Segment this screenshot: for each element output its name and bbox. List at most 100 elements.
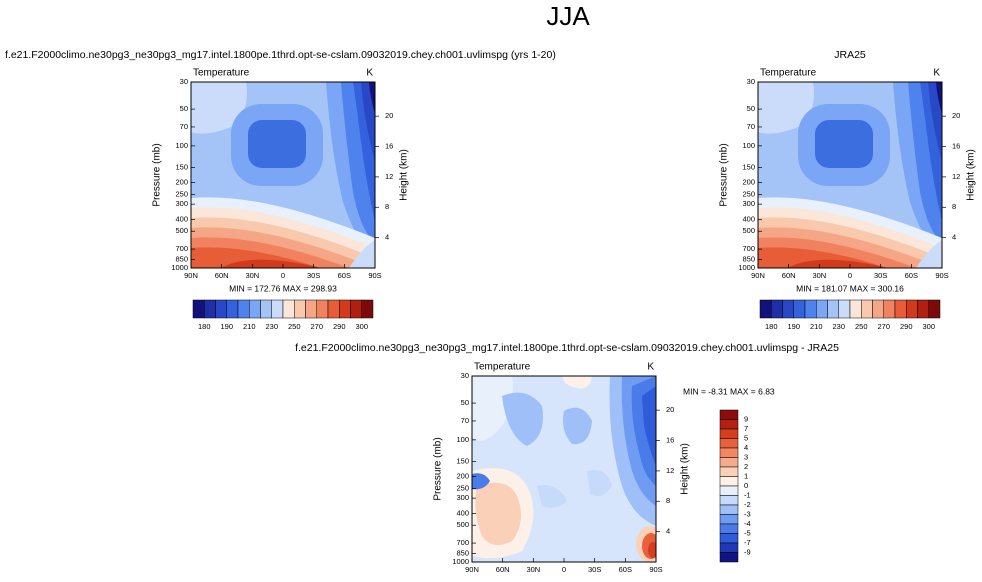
colorbar-label: 250	[288, 322, 301, 331]
y-tick-label: 300	[742, 199, 755, 208]
y-tick-label: 50	[747, 104, 755, 113]
x-tick-label: 0	[848, 271, 852, 280]
y-tick-label: 400	[456, 508, 469, 517]
colorbar-box	[204, 299, 216, 319]
y-tick-label: 100	[742, 141, 755, 150]
y2-tick-label: 4	[385, 233, 389, 242]
y-tick-label: 30	[180, 77, 188, 86]
x-tick-label: 90S	[368, 271, 381, 280]
colorbar-label: 250	[855, 322, 868, 331]
colorbar-label: -4	[744, 519, 751, 528]
colorbar-box	[827, 299, 839, 319]
colorbar-box	[237, 299, 250, 319]
y-axis-label: Pressure (mb)	[152, 143, 163, 206]
x-tick-label: 60N	[496, 565, 510, 574]
field-label: Temperature	[474, 362, 531, 373]
colorbar-box	[192, 299, 205, 319]
x-tick-label: 90S	[935, 271, 948, 280]
y2-tick-label: 12	[952, 172, 960, 181]
x-tick-label: 90N	[751, 271, 765, 280]
colorbar-box	[719, 495, 739, 506]
colorbar-box	[260, 299, 272, 319]
colorbar-label: 2	[744, 462, 748, 471]
colorbar-box	[816, 299, 828, 319]
colorbar-label: 3	[744, 452, 748, 461]
x-tick-label: 0	[281, 271, 285, 280]
colorbar-label: 210	[810, 322, 823, 331]
y-tick-label: 500	[456, 520, 469, 529]
colorbar-label: -1	[744, 490, 751, 499]
colorbar-label: -9	[744, 547, 751, 556]
y-tick-label: 30	[461, 371, 469, 380]
y-tick-label: 700	[175, 244, 188, 253]
y-tick-label: 200	[742, 178, 755, 187]
y-tick-label: 150	[456, 456, 469, 465]
colorbar-box	[804, 299, 817, 319]
contour-field	[191, 82, 375, 268]
colorbar-box	[759, 299, 772, 319]
y-tick-label: 150	[742, 162, 755, 171]
y-tick-label: 50	[180, 104, 188, 113]
colorbar-box	[719, 466, 739, 477]
y2-axis-label: Height (km)	[680, 443, 691, 495]
y-tick-label: 1000	[171, 263, 188, 272]
panel-title: f.e21.F2000climo.ne30pg3_ne30pg3_mg17.in…	[5, 49, 556, 61]
y-tick-label: 700	[456, 538, 469, 547]
x-tick-label: 30N	[812, 271, 826, 280]
x-tick-label: 90N	[184, 271, 198, 280]
colorbar-box	[793, 299, 806, 319]
y2-tick-label: 8	[952, 202, 956, 211]
y-tick-label: 300	[456, 493, 469, 502]
y-tick-label: 300	[175, 199, 188, 208]
y-tick-label: 200	[175, 178, 188, 187]
y2-tick-label: 16	[385, 142, 393, 151]
y-tick-label: 150	[175, 162, 188, 171]
y-tick-label: 500	[742, 226, 755, 235]
colorbar-label: 0	[744, 481, 748, 490]
x-tick-label: 30S	[307, 271, 320, 280]
x-tick-label: 30N	[245, 271, 259, 280]
colorbar-box	[771, 299, 783, 319]
colorbar-label: 300	[922, 322, 935, 331]
y2-axis-label: Height (km)	[399, 149, 410, 201]
colorbar-box	[294, 299, 306, 319]
page-title: JJA	[546, 1, 590, 31]
colorbar-box	[719, 552, 739, 563]
y2-tick-label: 16	[952, 142, 960, 151]
y-tick-label: 70	[747, 122, 755, 131]
colorbar-label: 290	[900, 322, 913, 331]
y-tick-label: 1000	[452, 557, 469, 566]
y-tick-label: 1000	[738, 263, 755, 272]
colorbar-label: -5	[744, 528, 751, 537]
colorbar-label: 7	[744, 424, 748, 433]
colorbar-box	[917, 299, 929, 319]
colorbar-box	[719, 447, 739, 458]
colorbar-box	[719, 476, 739, 487]
colorbar-box	[719, 523, 739, 534]
colorbar-box	[782, 299, 794, 319]
colorbar-box	[719, 409, 739, 420]
y-tick-label: 500	[175, 226, 188, 235]
units-label: K	[647, 362, 654, 373]
colorbar-label: 9	[744, 414, 748, 423]
colorbar-label: 270	[877, 322, 890, 331]
y-tick-label: 70	[180, 122, 188, 131]
colorbar-box	[719, 419, 739, 430]
y-tick-label: 250	[456, 483, 469, 492]
y-tick-label: 100	[175, 141, 188, 150]
colorbar-box	[906, 299, 918, 319]
colorbar-box	[719, 485, 739, 496]
y-tick-label: 100	[456, 435, 469, 444]
colorbar-box	[327, 299, 340, 319]
x-tick-label: 90N	[465, 565, 479, 574]
colorbar-label: -2	[744, 500, 751, 509]
colorbar-label: 230	[265, 322, 278, 331]
colorbar-box	[215, 299, 227, 319]
colorbar-box	[282, 299, 295, 319]
y-axis-label: Pressure (mb)	[433, 437, 444, 500]
colorbar-label: 4	[744, 443, 748, 452]
colorbar-label: -3	[744, 509, 751, 518]
colorbar-label: 290	[333, 322, 346, 331]
y2-tick-label: 20	[385, 111, 393, 120]
x-tick-label: 30S	[874, 271, 887, 280]
